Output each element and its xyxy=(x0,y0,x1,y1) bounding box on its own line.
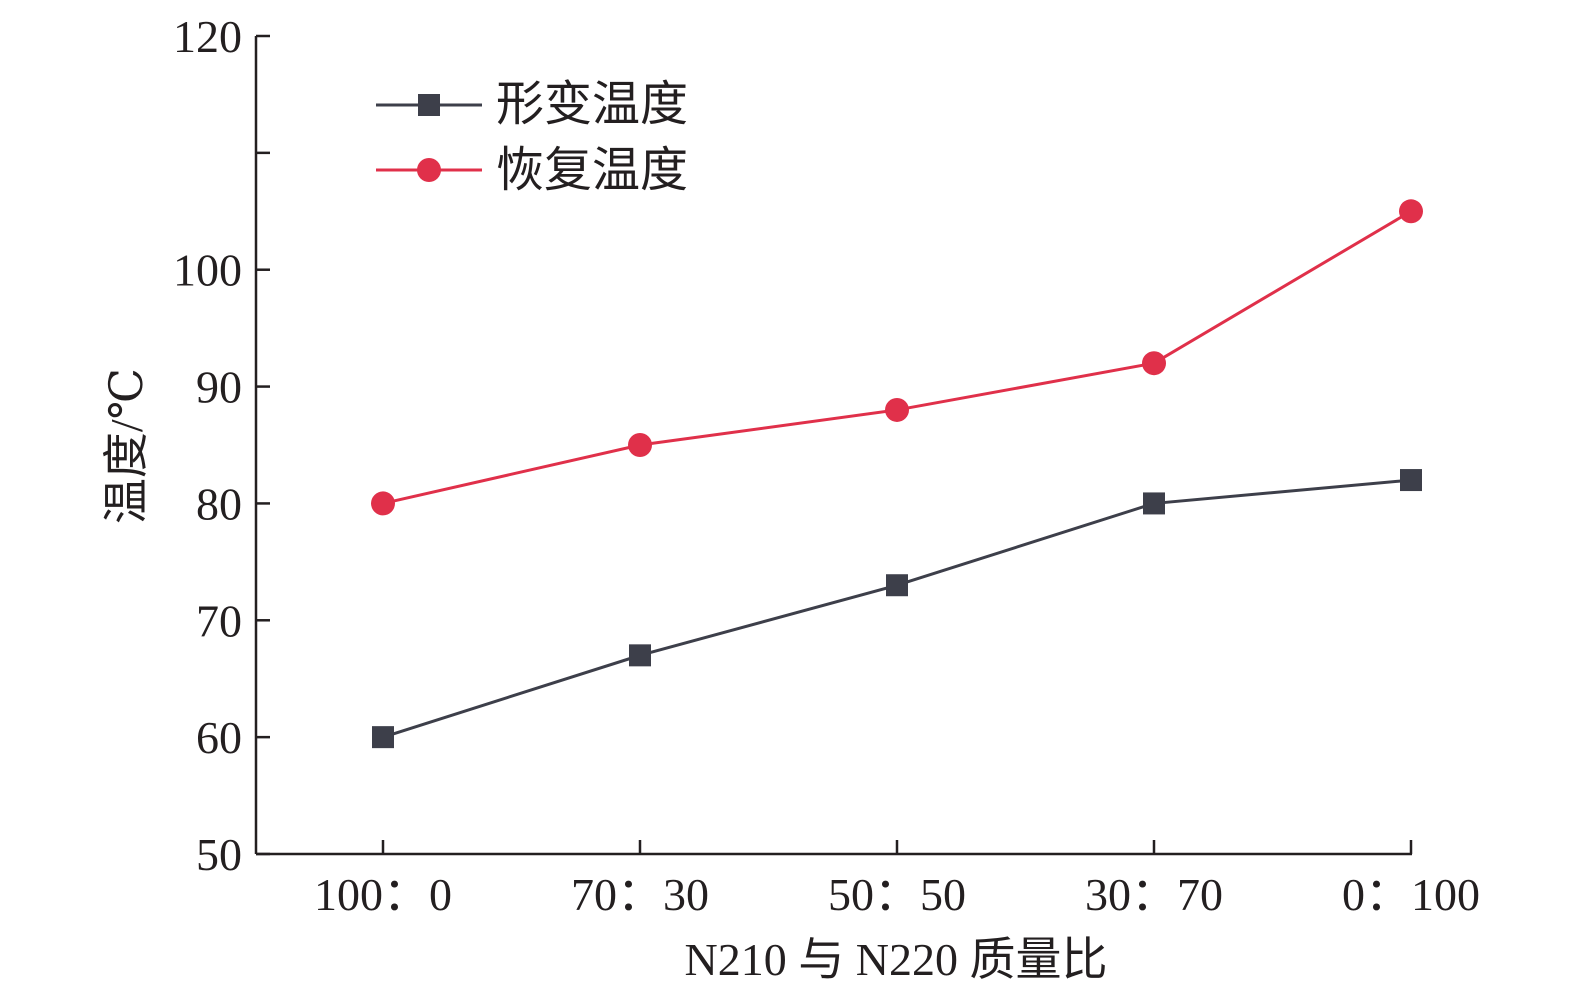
x-tick-label: 100：0 xyxy=(314,869,452,920)
legend-marker-square xyxy=(418,94,440,116)
y-tick-label: 70 xyxy=(196,595,242,646)
legend-label-recovery: 恢复温度 xyxy=(496,144,688,197)
x-axis-ticks: 100：0 70：30 50：50 30：70 0：100 xyxy=(314,840,1480,920)
series-layer xyxy=(371,199,1423,749)
data-point-circle xyxy=(628,433,652,457)
legend-item-deformation: 形变温度 xyxy=(376,78,688,131)
y-tick-label: 100 xyxy=(173,245,242,296)
series-line xyxy=(382,209,1412,505)
y-axis-ticks: 50 60 70 80 90 100 120 xyxy=(173,11,270,880)
data-point-circle xyxy=(885,397,909,422)
series-recovery xyxy=(371,199,1423,516)
legend: 形变温度 恢复温度 xyxy=(376,78,688,197)
data-point-square xyxy=(886,574,908,597)
series-line xyxy=(382,478,1412,739)
legend-label-deformation: 形变温度 xyxy=(496,78,688,131)
y-axis-title: 温度/℃ xyxy=(101,368,152,524)
legend-marker-circle xyxy=(417,158,441,182)
x-tick-label: 30：70 xyxy=(1085,869,1223,920)
x-axis-title: N210 与 N220 质量比 xyxy=(685,934,1108,985)
y-tick-label: 80 xyxy=(196,478,242,529)
data-point-circle xyxy=(1142,351,1166,376)
data-point-circle xyxy=(1399,199,1423,224)
y-tick-label: 60 xyxy=(196,712,242,763)
data-point-square xyxy=(629,644,651,667)
data-point-square xyxy=(1400,469,1422,492)
series-deformation xyxy=(372,469,1422,749)
data-point-square xyxy=(1143,492,1165,515)
y-tick-label: 120 xyxy=(173,11,242,62)
x-tick-label: 0：100 xyxy=(1342,869,1480,920)
x-tick-label: 70：30 xyxy=(571,869,709,920)
data-point-square xyxy=(372,726,394,749)
x-tick-label: 50：50 xyxy=(828,869,966,920)
y-tick-label: 90 xyxy=(196,362,242,413)
y-tick-label: 50 xyxy=(196,829,242,880)
legend-item-recovery: 恢复温度 xyxy=(376,144,688,197)
data-point-circle xyxy=(371,491,395,516)
